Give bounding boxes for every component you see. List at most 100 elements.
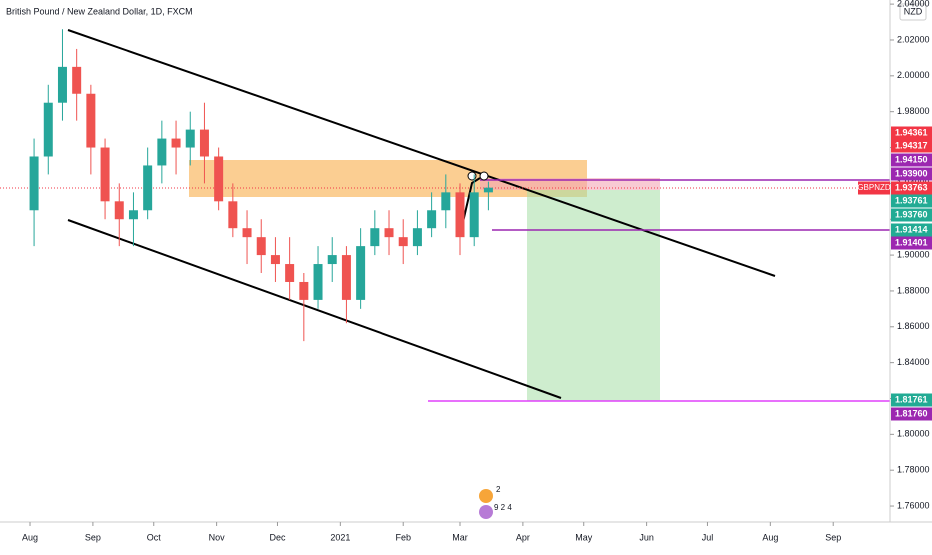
candle [171,120,181,175]
candle-body [412,228,422,247]
candle-body [341,255,351,300]
candle [412,210,422,256]
candle [185,111,195,166]
y-tick-label: 1.88000 [897,285,930,295]
candle-body [29,156,39,211]
price-tag [891,393,932,407]
candle-body [128,210,138,220]
y-tick-label: 2.04000 [897,0,930,8]
x-tick-label: Mar [452,532,468,542]
channel-upper [67,29,776,277]
x-tick-label: 2021 [330,532,350,542]
candle [483,181,493,211]
candle-body [171,138,181,148]
price-tag-label: 1.94317 [895,140,928,150]
y-tick-label: 1.80000 [897,429,930,439]
candle [327,237,337,282]
candle [455,183,465,256]
price-tag-label: 1.93763 [895,182,928,192]
currency: NZD [904,6,923,16]
candle-body [143,165,153,211]
candle-body [356,246,366,300]
candle-body [214,156,224,202]
candle [299,273,309,342]
x-tick-label: Sep [85,532,101,542]
candle [100,138,110,220]
candle-body [299,281,309,300]
candle-body [86,93,96,148]
candle [114,183,124,247]
candle-body [199,129,209,157]
candle-body [384,228,394,238]
candle [128,192,138,247]
x-tick-label: Nov [209,532,226,542]
candle-body [455,192,465,238]
price-tag [891,126,932,140]
price-tag-label: 1.91401 [895,237,928,247]
candle [29,138,39,247]
x-tick-label: Feb [395,532,411,542]
candle-body [398,237,408,247]
candle [43,84,53,175]
event-icons [479,489,493,519]
candle [157,120,167,184]
drawings [0,29,890,402]
candle [86,84,96,175]
x-tick-label: Jul [702,532,714,542]
candle [256,219,266,274]
candle [57,29,67,121]
candle [199,102,209,184]
candle-body [228,201,238,229]
x-tick-label: Aug [762,532,778,542]
price-tag [891,407,932,421]
candle [469,174,479,247]
price-tag-label: 1.93761 [895,195,928,205]
candle-body [483,187,493,193]
candle [398,219,408,265]
symbol-tag [858,181,890,195]
price-tag [891,236,932,250]
channel-lower [67,219,562,399]
candle [341,246,351,324]
candle-body [427,210,437,229]
candle [72,48,82,121]
y-tick-label: 1.90000 [897,249,930,259]
price-tag-label: 1.93900 [895,168,928,178]
x-tick-label: Sep [825,532,841,542]
price-tag [891,139,932,153]
candle [370,210,380,256]
x-tick-label: Aug [22,532,38,542]
candle [441,174,451,229]
candle-body [469,192,479,238]
candle-body [72,66,82,94]
candle-body [242,228,252,238]
event-badge: 2 [496,485,501,494]
candle-body [270,255,280,265]
y-tick-label: 2.02000 [897,34,930,44]
price-tag-label: 1.94150 [895,154,928,164]
price-tag [891,167,932,181]
marker [479,171,489,181]
price-tag-label: 1.91414 [895,224,928,234]
x-tick-label: Oct [147,532,162,542]
currency-box [899,3,927,21]
candle [384,210,394,256]
y-tick-label: 1.78000 [897,465,930,475]
candle [270,237,280,282]
candle-body [441,192,451,211]
candle [242,210,252,265]
candle [143,147,153,220]
x-tick-label: Apr [516,532,530,542]
candle-body [327,255,337,265]
symbol-label: GBPNZD [857,183,891,192]
x-tick-label: May [575,532,593,542]
price-tag [891,223,932,237]
y-tick-label: 1.86000 [897,321,930,331]
candle-body [100,147,110,202]
price-tag-label: 1.93760 [895,209,928,219]
y-tick-label: 1.76000 [897,500,930,510]
x-tick-label: Dec [269,532,286,542]
y-tick-label: 1.98000 [897,106,930,116]
y-tick-label: 1.84000 [897,357,930,367]
